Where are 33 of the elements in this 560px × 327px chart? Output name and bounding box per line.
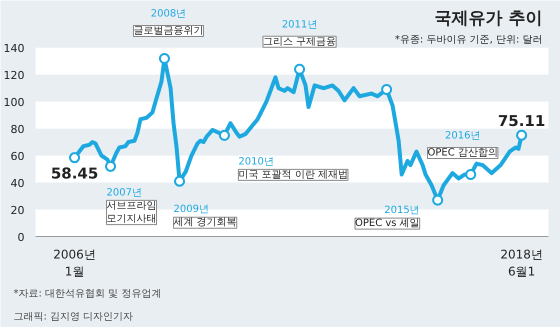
point: [465, 168, 476, 180]
point: [516, 130, 528, 141]
annotation: 2008년 글로벌금융위기: [133, 8, 204, 36]
annotation: 2015년 OPEC vs 셰일: [354, 205, 420, 230]
text: *유종: 두바이유 기준, 단위: 달러: [394, 34, 543, 46]
text: *자료: 대한석유협회 및 정유업계: [14, 288, 162, 300]
point: [69, 152, 80, 164]
annotation: 2010년 미국 포괄적 이란 제재법: [238, 156, 348, 180]
annotation: 2007년 서브프라임 모기지사태: [106, 187, 157, 225]
point: [294, 64, 306, 75]
point: [158, 52, 170, 64]
y-tick-label: 0: [18, 231, 24, 244]
y-tick-label: 60: [10, 150, 25, 164]
point: [432, 194, 444, 206]
annotation: 2009년 세계 경기회복: [174, 204, 237, 228]
y-tick-label: 40: [10, 177, 25, 190]
y-tick-label: 120: [4, 69, 25, 82]
data-label: 58.45: [50, 164, 98, 183]
point: [218, 130, 230, 141]
text: 국제유가 추이: [434, 8, 543, 28]
x-tick-label: 2006년 1월: [53, 248, 96, 278]
point: [381, 84, 392, 95]
text: 그래픽: 김지영 디자인기자: [14, 312, 134, 322]
y-tick-label: 80: [10, 123, 25, 136]
x-tick-label: 2018년 6월1: [500, 248, 543, 278]
point: [174, 176, 186, 187]
annotation: 2011년 그리스 구제금융: [262, 19, 336, 48]
y-tick-label: 140: [4, 42, 25, 56]
y-tick-label: 100: [4, 96, 25, 110]
data-label: 75.11: [498, 112, 546, 130]
point: [105, 160, 116, 172]
y-tick-label: 20: [10, 204, 25, 218]
annotation: 2016년 OPEC 감산합의: [428, 130, 498, 158]
